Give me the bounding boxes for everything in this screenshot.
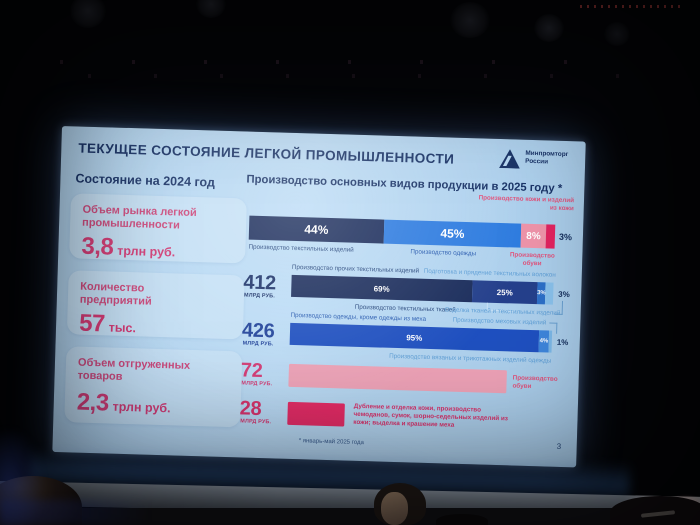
stat-card-value: 3,8 трлн руб. [81, 233, 234, 265]
footnote: * январь-май 2025 года [298, 438, 364, 447]
label-footwear-row: Производство обуви [512, 374, 558, 391]
minpromtorg-triangle-icon [499, 149, 520, 169]
row-value-28: 28 [239, 397, 262, 421]
stat-card-label: Количество предприятий [79, 280, 152, 308]
audience-head-center-face [381, 492, 408, 525]
clothing-stacked-bar: 95% 4% [289, 322, 553, 353]
projection-screen-slide: ТЕКУЩЕЕ СОСТОЯНИЕ ЛЕГКОЙ ПРОМЫШЛЕННОСТИ … [52, 126, 586, 468]
label-fur-products: Производство меховых изделий [452, 316, 547, 327]
row-unit: млрд руб. [242, 340, 274, 348]
label-footwear: Производство обуви [509, 251, 555, 268]
audience-head-right [610, 496, 700, 525]
outside-percent-leather: 3% [558, 231, 573, 243]
stage-light-fixture [604, 22, 630, 46]
segment-percent: 44% [304, 222, 329, 237]
row-unit: млрд руб. [243, 292, 276, 300]
outside-percent-finishing: 3% [558, 289, 570, 300]
page-number: 3 [556, 441, 562, 451]
logo-text-line: России [525, 157, 549, 166]
stat-card-label: Объем отгруженных товаров [77, 356, 191, 384]
row-unit: млрд руб. [241, 380, 273, 388]
label-knitwear: Производство вязаных и трикотажных издел… [389, 352, 552, 365]
row-value-72: 72 [240, 359, 263, 383]
truss-dim-lights [88, 74, 628, 78]
stage-front [0, 508, 700, 525]
bar-segment-finishing [545, 282, 554, 305]
label-leather-processing: Дубление и отделка кожи, производство че… [353, 402, 509, 430]
left-panel-heading: Состояние на 2024 год [75, 171, 216, 190]
stat-card-shipped-goods: Объем отгруженных товаров 2,3 трлн руб. [64, 346, 243, 428]
outside-percent-fur: 1% [556, 337, 569, 348]
chart-title: Производство основных видов продукции в … [246, 173, 563, 195]
stat-unit: трлн руб. [112, 400, 171, 416]
stat-value: 2,3 [76, 388, 110, 417]
segment-percent: 45% [440, 226, 465, 241]
bar-segment-other-textile: 69% [291, 274, 473, 303]
bar-segment-fabrics: 25% [471, 280, 538, 305]
row-value-412: 412 [243, 271, 277, 295]
row-value-426: 426 [241, 319, 275, 343]
leather-processing-bar [287, 401, 345, 427]
minpromtorg-logo: Минпромторг России [499, 149, 568, 170]
stat-value: 3,8 [81, 233, 114, 261]
label-leather-products: Производство кожи и изделий из кожи [478, 194, 575, 213]
label-clothing-except-fur: Производство одежды, кроме одежды из мех… [290, 311, 427, 323]
bar-segment-fur [548, 330, 553, 353]
bar-segment-footwear: 8% [520, 223, 547, 249]
stat-card-value: 2,3 трлн руб. [76, 389, 229, 421]
stage-light-fixture [534, 14, 564, 42]
label-clothing: Производство одежды [410, 248, 477, 258]
slide-title: ТЕКУЩЕЕ СОСТОЯНИЕ ЛЕГКОЙ ПРОМЫШЛЕННОСТИ [78, 140, 455, 167]
bar-segment-clothing-except-fur: 95% [289, 322, 540, 353]
overview-stacked-bar: 44% 45% 8% [248, 215, 556, 249]
bar-segment-textile-products: 44% [248, 215, 384, 244]
stat-card-market-volume: Объем рынка легкой промышленности 3,8 трл… [69, 193, 247, 265]
segment-percent: 8% [526, 230, 541, 242]
stat-unit: тыс. [108, 320, 137, 336]
minpromtorg-logo-text: Минпромторг России [525, 150, 568, 167]
stage-light-fixture [450, 2, 490, 38]
stage-light-fixture [196, 0, 226, 18]
bar-segment-knitwear: 4% [538, 330, 550, 353]
stat-card-enterprises: Количество предприятий 57 тыс. [66, 270, 245, 342]
footwear-bar [288, 363, 507, 394]
bar-segment-clothing: 45% [383, 219, 522, 248]
truss-dim-lights [60, 60, 620, 64]
segment-percent: 4% [539, 338, 549, 345]
red-led-strip [580, 5, 684, 8]
stat-card-value: 57 тыс. [79, 310, 232, 342]
segment-percent: 25% [496, 287, 513, 297]
stat-unit: трлн руб. [116, 244, 176, 260]
segment-percent: 69% [373, 283, 390, 294]
bar-segment-leather [545, 224, 556, 249]
stage-light-fixture [70, 0, 106, 28]
segment-percent: 95% [406, 332, 423, 343]
textile-stacked-bar: 69% 25% 3% [291, 274, 554, 305]
label-textile-products: Производство текстильных изделий [248, 243, 354, 254]
stat-card-label: Объем рынка легкой промышленности [81, 203, 197, 232]
audience-head-small [436, 514, 488, 525]
row-unit: млрд руб. [240, 418, 272, 426]
stat-value: 57 [78, 309, 106, 338]
